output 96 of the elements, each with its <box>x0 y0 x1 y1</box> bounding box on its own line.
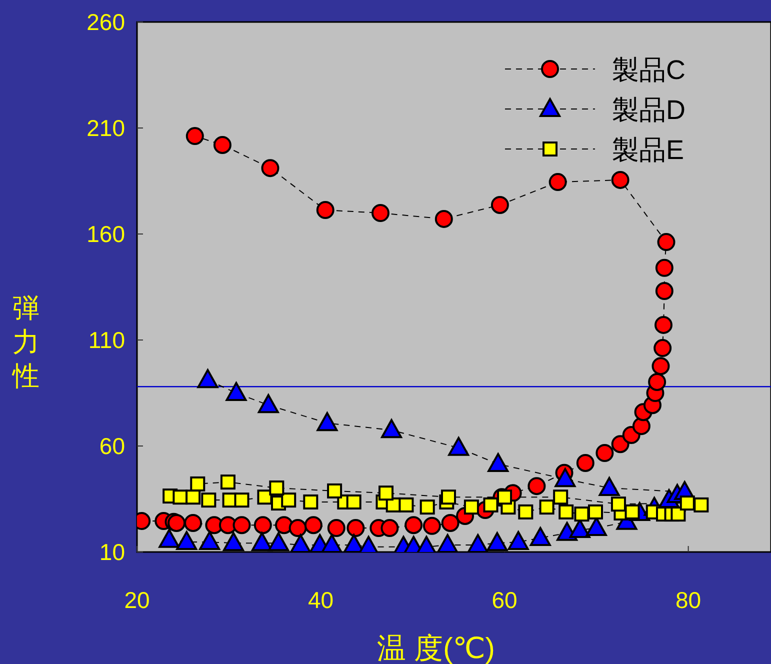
point <box>254 516 272 534</box>
point <box>232 516 251 534</box>
point <box>190 476 206 492</box>
point <box>518 504 534 520</box>
point <box>483 497 498 512</box>
legend-label: 製品D <box>612 95 686 125</box>
point <box>611 170 630 189</box>
point <box>490 196 509 214</box>
point <box>441 514 460 532</box>
point <box>598 476 620 496</box>
point <box>201 492 216 508</box>
point <box>378 486 394 501</box>
point <box>558 504 574 520</box>
point <box>304 516 322 534</box>
point <box>288 519 307 538</box>
point <box>448 436 470 456</box>
point <box>528 477 546 496</box>
point <box>316 412 338 432</box>
y-tick-label: 260 <box>86 9 125 35</box>
point <box>654 316 672 334</box>
point <box>548 173 567 192</box>
point <box>610 496 626 512</box>
point <box>220 474 236 490</box>
y-tick-label: 110 <box>88 327 125 353</box>
point <box>486 532 508 552</box>
point <box>420 500 435 515</box>
point <box>588 504 603 520</box>
point <box>680 496 695 511</box>
point <box>648 372 666 391</box>
point <box>251 532 272 552</box>
point <box>371 204 390 222</box>
point <box>632 417 650 436</box>
point <box>186 490 201 505</box>
point <box>440 490 456 505</box>
x-tick-label: 20 <box>124 587 150 613</box>
point <box>508 531 529 550</box>
point <box>657 233 676 252</box>
point <box>586 517 607 536</box>
point <box>464 500 479 515</box>
point <box>346 494 362 510</box>
point <box>184 514 202 532</box>
point <box>488 453 509 472</box>
point <box>422 516 441 535</box>
legend-label: 製品E <box>612 135 684 165</box>
point <box>234 492 250 508</box>
point <box>213 136 232 154</box>
point <box>553 490 568 505</box>
point <box>186 127 204 146</box>
point <box>652 357 670 376</box>
point <box>670 506 686 522</box>
point <box>381 419 402 438</box>
y-tick-label: 10 <box>99 539 125 565</box>
x-tick-label: 40 <box>308 587 334 613</box>
point <box>346 519 365 538</box>
point <box>654 339 672 358</box>
point <box>434 210 453 228</box>
x-axis-title: 温 度(℃) <box>377 633 495 664</box>
point <box>539 500 554 515</box>
point <box>694 497 709 512</box>
point <box>327 483 342 498</box>
point <box>404 516 423 534</box>
legend-label: 製品C <box>612 55 686 85</box>
point <box>197 369 218 388</box>
y-tick-label: 60 <box>99 433 125 459</box>
point <box>281 492 296 508</box>
point <box>158 528 180 548</box>
point <box>275 516 294 534</box>
point <box>261 159 280 178</box>
y-tick-label: 160 <box>86 221 125 247</box>
x-tick-label: 60 <box>492 587 518 613</box>
point <box>554 468 576 488</box>
y-axis-title: 弾力性 <box>12 293 40 391</box>
point <box>303 494 318 510</box>
point <box>268 532 289 552</box>
point <box>258 394 279 414</box>
point <box>176 531 198 550</box>
point <box>199 531 220 550</box>
point <box>257 490 272 505</box>
point <box>316 201 334 220</box>
point <box>655 258 674 277</box>
point <box>576 454 594 472</box>
y-tick-label: 210 <box>86 115 125 141</box>
point <box>611 435 630 454</box>
x-tick-label: 80 <box>676 587 702 613</box>
point <box>596 444 614 462</box>
point <box>168 514 186 532</box>
point <box>530 527 551 546</box>
point <box>574 506 590 522</box>
point <box>269 480 284 496</box>
point <box>655 282 674 300</box>
point <box>327 519 346 538</box>
point <box>226 382 247 401</box>
point <box>380 519 399 538</box>
point <box>497 490 512 505</box>
point <box>398 497 414 512</box>
point <box>222 532 244 552</box>
